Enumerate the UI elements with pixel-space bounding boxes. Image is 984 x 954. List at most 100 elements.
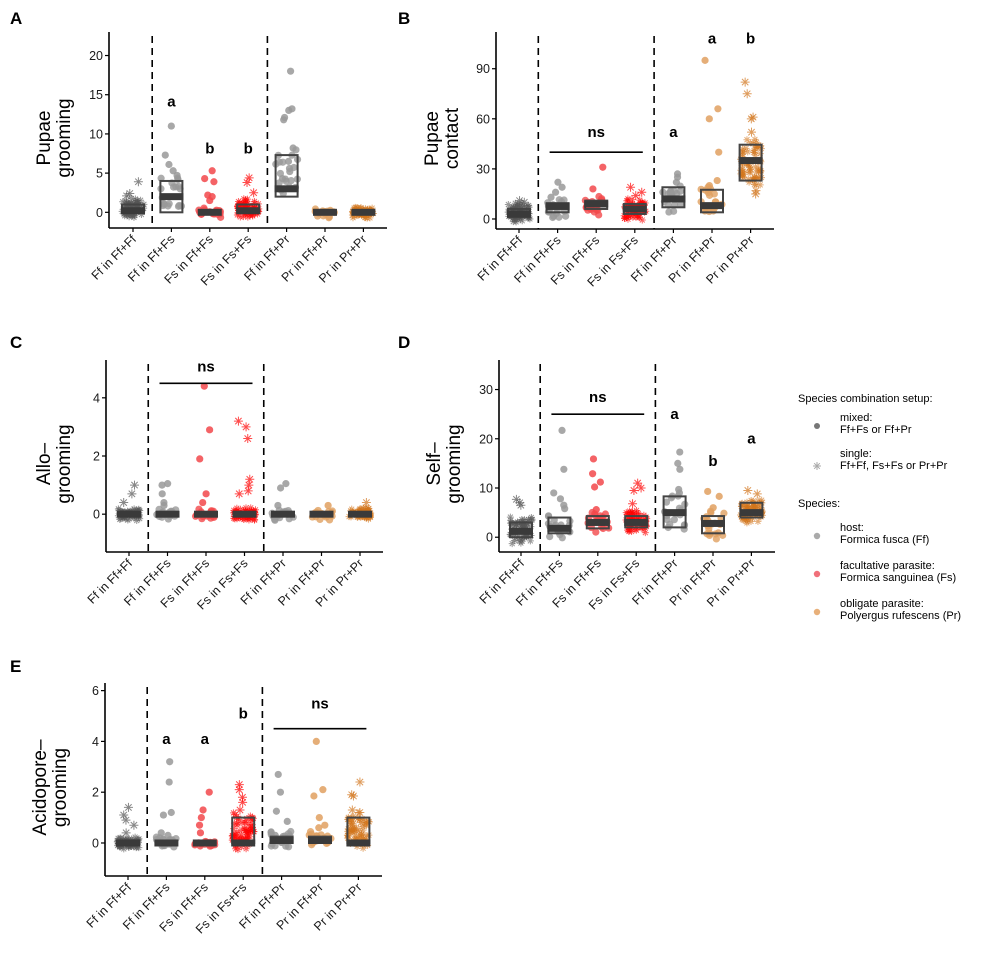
data-point <box>353 824 361 832</box>
data-point <box>276 484 285 492</box>
data-point <box>232 831 240 839</box>
data-point <box>738 170 746 178</box>
median-bar <box>346 839 371 847</box>
data-point <box>133 516 141 524</box>
data-point <box>199 498 207 507</box>
panel-letter: D <box>398 333 410 352</box>
data-point <box>746 139 754 147</box>
data-point <box>319 786 327 794</box>
data-point <box>752 168 760 176</box>
legend-dot-icon <box>813 570 821 578</box>
data-point <box>274 501 282 510</box>
data-point <box>674 459 682 467</box>
data-point <box>346 820 354 828</box>
data-point <box>199 806 207 814</box>
y-tick-label: 10 <box>89 127 103 141</box>
data-point <box>747 496 755 504</box>
data-point <box>624 510 632 518</box>
data-point <box>206 196 214 205</box>
data-point <box>165 778 173 786</box>
y-axis-label: Acidopore– <box>30 739 51 836</box>
data-point <box>272 807 281 815</box>
data-point <box>740 503 748 511</box>
data-point <box>510 537 518 545</box>
data-point <box>757 504 765 512</box>
y-axis-label: grooming <box>54 424 75 503</box>
data-point <box>624 195 632 203</box>
data-point <box>705 191 714 199</box>
data-point <box>164 480 172 488</box>
legend-label: obligate parasite: <box>840 598 924 610</box>
data-point <box>752 138 760 146</box>
data-point <box>123 802 133 812</box>
data-point <box>756 166 764 174</box>
data-point <box>247 504 255 512</box>
data-point <box>359 844 367 852</box>
data-point <box>241 422 251 432</box>
data-point <box>119 498 129 508</box>
data-point <box>754 497 762 505</box>
data-point <box>518 537 526 545</box>
data-point <box>161 151 169 159</box>
data-point <box>286 67 295 75</box>
legend-label: Formica sanguinea (Fs) <box>840 572 956 584</box>
data-point <box>589 185 597 193</box>
data-point <box>549 212 558 220</box>
data-point <box>246 833 254 841</box>
data-point <box>747 165 755 173</box>
median-bar <box>547 524 572 532</box>
significance-label: ns <box>197 359 215 376</box>
data-point <box>276 788 285 796</box>
data-point <box>751 189 761 199</box>
median-bar <box>313 208 337 216</box>
data-point <box>359 826 367 834</box>
data-point <box>206 426 214 434</box>
data-point <box>509 218 517 226</box>
data-point <box>200 382 208 390</box>
data-point <box>715 148 723 156</box>
data-point <box>705 525 713 533</box>
data-point <box>626 182 636 192</box>
data-point <box>246 823 254 831</box>
data-point <box>364 817 372 825</box>
y-tick-label: 4 <box>93 391 100 405</box>
significance-label: b <box>244 141 253 158</box>
data-point <box>551 188 560 196</box>
data-point <box>347 805 357 815</box>
data-point <box>519 197 529 207</box>
y-tick-label: 20 <box>89 49 103 63</box>
data-point <box>247 815 255 823</box>
data-point <box>355 777 365 787</box>
significance-label: a <box>747 431 756 448</box>
significance-label: a <box>201 731 210 748</box>
data-point <box>127 194 135 202</box>
panel-letter: C <box>10 333 22 352</box>
data-point <box>744 175 752 183</box>
data-point <box>516 500 526 510</box>
data-point <box>524 202 532 210</box>
data-point <box>662 498 671 506</box>
data-point <box>130 480 140 490</box>
legend-label: Ff+Fs or Ff+Pr <box>840 424 912 436</box>
data-point <box>641 199 649 207</box>
data-point <box>234 489 244 499</box>
median-bar <box>348 510 372 518</box>
data-point <box>283 817 291 826</box>
median-bar <box>507 210 531 218</box>
data-point <box>158 490 166 498</box>
legend-label: mixed: <box>840 412 872 424</box>
y-tick-label: 30 <box>476 162 490 176</box>
data-point <box>247 515 255 523</box>
data-point <box>713 176 721 185</box>
panel-letter: B <box>398 9 410 28</box>
data-point <box>670 516 678 524</box>
data-point <box>751 175 759 183</box>
data-point <box>755 174 763 182</box>
data-point <box>230 514 238 522</box>
significance-label: b <box>746 31 755 48</box>
data-point <box>362 504 370 512</box>
data-point <box>312 737 320 746</box>
legend-dot-icon <box>813 608 821 616</box>
median-bar <box>545 202 570 210</box>
